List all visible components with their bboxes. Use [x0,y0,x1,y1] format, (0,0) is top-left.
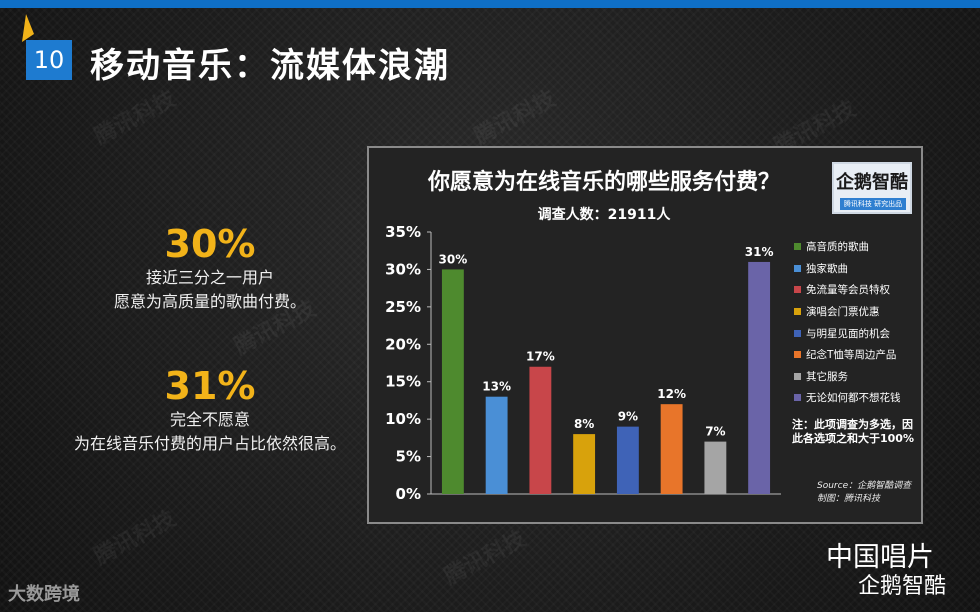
stat-block-2: 31% 完全不愿意 为在线音乐付费的用户占比依然很高。 [20,364,400,456]
y-tick-label: 25% [385,298,421,316]
y-tick-label: 0% [396,485,421,503]
legend-swatch [794,394,801,402]
legend-swatch [794,243,801,251]
legend-item: 高音质的歌曲 [794,236,922,258]
stat-block-1: 30% 接近三分之一用户 愿意为高质量的歌曲付费。 [20,222,400,314]
legend-swatch [794,329,801,337]
stat-desc-line: 接近三分之一用户 [145,268,274,287]
legend-swatch [794,351,801,359]
brand-bottom-right-sub: 企鹅智酷 [858,574,947,599]
legend-label: 高音质的歌曲 [806,241,869,254]
legend-label: 演唱会门票优惠 [806,306,880,319]
chart-bar [441,269,464,494]
y-tick-label: 20% [385,335,421,353]
chart-legend: 高音质的歌曲 独家歌曲免流量等会员特权 演唱会门票优惠 与明星见面的机会 纪念T恤等周边… [794,236,922,409]
legend-item: 纪念T恤等周边产品 [794,344,922,366]
chart-bar [748,261,771,494]
chart-bar [485,396,508,494]
logo-name: 企鹅智酷 [836,172,908,193]
logo-subtitle: 腾讯科技 研究出品 [840,198,906,210]
stat-desc-line: 愿意为高质量的歌曲付费。 [113,292,306,311]
y-tick-label: 15% [385,373,421,391]
legend-item: 免流量等会员特权 [794,279,922,301]
brand-bottom-left: 大数跨境 [8,584,80,605]
legend-swatch [794,308,801,316]
bar-value-label: 31% [745,245,774,259]
legend-swatch [794,286,801,294]
flame-icon [22,14,34,42]
bar-value-label: 13% [482,380,511,394]
legend-label: 独家歌曲 [806,262,848,275]
legend-swatch [794,372,801,380]
legend-item: 其它服务 [794,366,922,388]
legend-label: 其它服务 [806,370,848,383]
bar-value-label: 8% [574,417,594,431]
legend-label: 纪念T恤等周边产品 [806,349,897,362]
source-line: 制图：腾讯科技 [817,494,881,504]
chart-title: 你愿意为在线音乐的哪些服务付费？ [427,170,780,195]
legend-swatch [794,264,801,272]
chart-panel: 0% 5% 10% 15% 20% 25% 30% 35% 30% 13% 17% 8% 9% 12% 7%… [367,146,923,524]
bar-value-label: 12% [657,387,686,401]
y-tick-label: 5% [396,448,421,466]
chart-bar [660,404,683,494]
chart-source: Source：企鹅智酷调查 制图：腾讯科技 [817,480,927,506]
bar-value-label: 17% [526,350,555,364]
legend-label: 无论如何都不想花钱 [806,392,901,405]
y-tick-label: 30% [385,260,421,278]
source-line: Source：企鹅智酷调查 [817,481,912,491]
bar-value-label: 30% [439,252,468,266]
chart-bar [573,434,596,494]
chart-note: 注：此项调查为多选，因此各选项之和大于100% [792,418,914,445]
page-title: 移动音乐：流媒体浪潮 [90,46,450,86]
stat-desc-line: 为在线音乐付费的用户占比依然很高。 [73,434,346,453]
stat-value: 31% [164,364,256,408]
bar-chart: 0% 5% 10% 15% 20% 25% 30% 35% 30% 13% 17% 8% 9% 12% 7%… [385,223,781,503]
legend-label: 免流量等会员特权 [806,284,890,297]
bar-value-label: 9% [618,410,638,424]
chart-bar [529,366,552,494]
legend-item: 独家歌曲 [794,258,922,280]
legend-item: 无论如何都不想花钱 [794,387,922,409]
stat-value: 30% [164,222,256,266]
legend-item: 演唱会门票优惠 [794,301,922,323]
top-accent-bar [0,0,980,8]
chart-subtitle: 调查人数：21911人 [537,207,671,223]
chart-bar [616,426,639,494]
stat-desc-line: 完全不愿意 [169,410,250,429]
y-tick-label: 35% [385,223,421,241]
legend-item: 与明星见面的机会 [794,322,922,344]
chart-bar [704,441,727,494]
slide-number: 10 [26,40,72,80]
brand-bottom-right: 中国唱片 [826,542,934,573]
legend-label: 与明星见面的机会 [806,327,890,340]
logo: 企鹅智酷 腾讯科技 研究出品 [832,162,912,214]
bar-value-label: 7% [705,425,725,439]
y-tick-label: 10% [385,410,421,428]
